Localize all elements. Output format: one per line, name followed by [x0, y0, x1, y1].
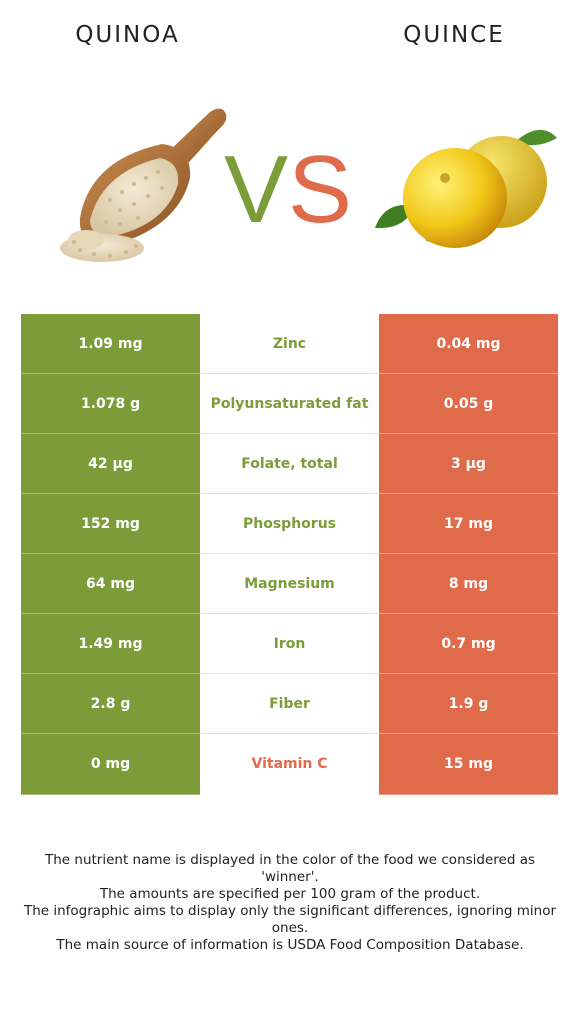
left-value-cell: 1.49 mg	[21, 614, 200, 674]
table-row: 42 µg Folate, total 3 µg	[21, 434, 558, 494]
right-value-cell: 15 mg	[379, 734, 558, 795]
nutrient-name-cell: Polyunsaturated fat	[200, 374, 379, 433]
nutrient-name-cell: Phosphorus	[200, 494, 379, 553]
footnote-line: The infographic aims to display only the…	[23, 903, 557, 936]
table-row: 1.49 mg Iron 0.7 mg	[21, 614, 558, 674]
table-row: 1.078 g Polyunsaturated fat 0.05 g	[21, 374, 558, 434]
right-value-cell: 3 µg	[379, 434, 558, 494]
footnote: The nutrient name is displayed in the co…	[20, 852, 560, 954]
nutrient-comparison-table: 1.09 mg Zinc 0.04 mg 1.078 g Polyunsatur…	[21, 314, 558, 795]
footnote-line: The main source of information is USDA F…	[56, 937, 524, 953]
left-value-cell: 42 µg	[21, 434, 200, 494]
nutrient-name-cell: Vitamin C	[200, 734, 379, 794]
nutrient-name-cell: Iron	[200, 614, 379, 673]
vs-letter-s: S	[288, 136, 352, 240]
footnote-line: The nutrient name is displayed in the co…	[44, 852, 536, 885]
nutrient-name-cell: Folate, total	[200, 434, 379, 493]
left-value-cell: 64 mg	[21, 554, 200, 614]
left-value-cell: 2.8 g	[21, 674, 200, 734]
right-food-title: QUINCE	[403, 22, 505, 48]
footnote-line: The amounts are specified per 100 gram o…	[99, 886, 481, 902]
vs-graphic: V S	[224, 136, 352, 240]
right-value-cell: 17 mg	[379, 494, 558, 554]
right-value-cell: 0.05 g	[379, 374, 558, 434]
left-value-cell: 1.09 mg	[21, 314, 200, 374]
quinoa-image	[60, 108, 227, 262]
nutrient-name-cell: Magnesium	[200, 554, 379, 613]
table-row: 64 mg Magnesium 8 mg	[21, 554, 558, 614]
right-value-cell: 8 mg	[379, 554, 558, 614]
left-food-title: QUINOA	[75, 22, 180, 48]
left-value-cell: 0 mg	[21, 734, 200, 795]
left-value-cell: 152 mg	[21, 494, 200, 554]
quince-image	[375, 129, 557, 248]
left-value-cell: 1.078 g	[21, 374, 200, 434]
nutrient-name-cell: Fiber	[200, 674, 379, 733]
table-row: 0 mg Vitamin C 15 mg	[21, 734, 558, 795]
right-value-cell: 0.04 mg	[379, 314, 558, 374]
nutrient-name-cell: Zinc	[200, 314, 379, 373]
table-row: 1.09 mg Zinc 0.04 mg	[21, 314, 558, 374]
table-row: 152 mg Phosphorus 17 mg	[21, 494, 558, 554]
right-value-cell: 1.9 g	[379, 674, 558, 734]
vs-letter-v: V	[224, 136, 288, 240]
table-row: 2.8 g Fiber 1.9 g	[21, 674, 558, 734]
right-value-cell: 0.7 mg	[379, 614, 558, 674]
